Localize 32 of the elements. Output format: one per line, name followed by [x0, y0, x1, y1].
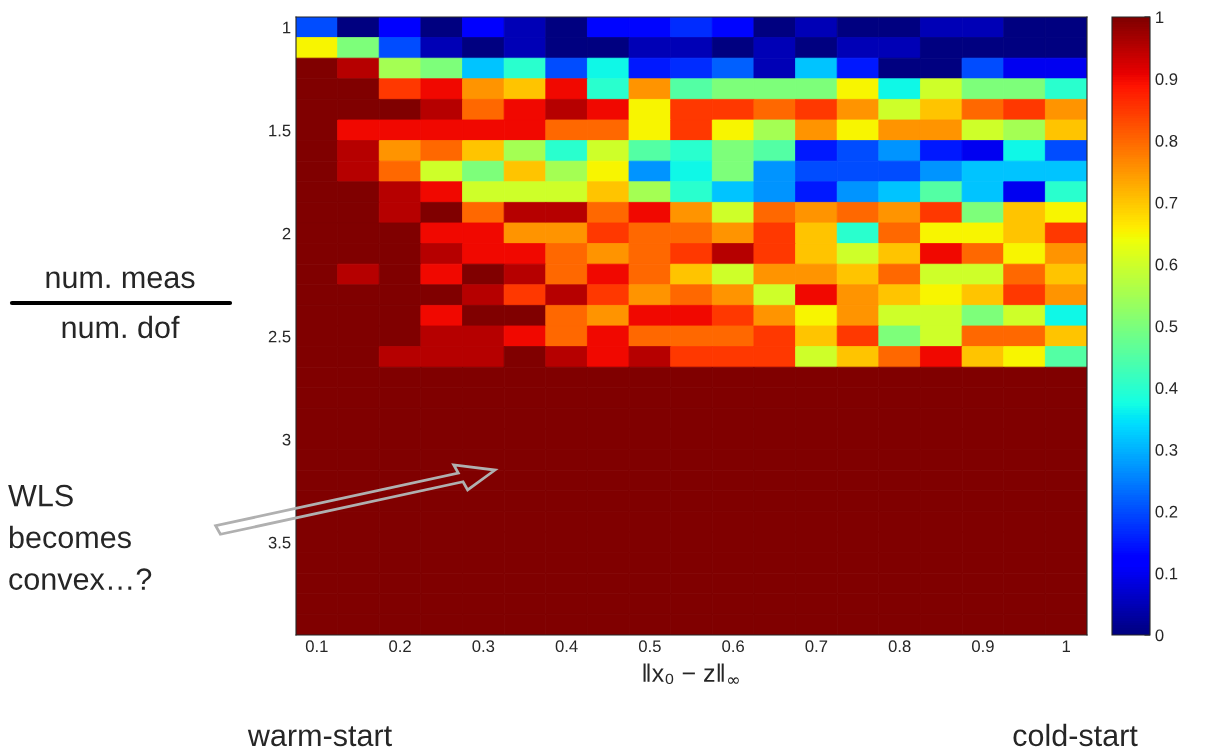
y-tick-label: 3.5 — [268, 536, 291, 549]
x-axis-title: ‖x₀ − z‖$_{∞}$ — [643, 663, 739, 684]
color-bar-label: 0.5 — [1155, 320, 1178, 333]
text: warm-start — [247, 726, 392, 747]
color-bar-label: 1 — [1156, 11, 1164, 24]
color-bar-label: 0.8 — [1155, 135, 1178, 147]
color-bar-label: 0.4 — [1155, 382, 1178, 394]
color-bar-label: 0.3 — [1155, 444, 1178, 456]
x-tick-label: 1 — [1062, 640, 1071, 652]
color-bar-label: 0.1 — [1155, 567, 1178, 580]
x-tick-label: 0.2 — [389, 640, 411, 653]
x-tick-label: 0.7 — [805, 640, 828, 653]
y-tick-label: 2 — [282, 227, 291, 240]
x-tick-label: 0.6 — [722, 640, 744, 653]
y-tick-label: 2.5 — [268, 330, 291, 343]
color-bar-label: 0 — [1155, 629, 1164, 642]
color-bar-label: 0.2 — [1155, 505, 1178, 518]
y-tick-label: 1 — [283, 21, 291, 34]
color-bar-label: 0.9 — [1155, 73, 1178, 85]
y-tick-label: 3 — [282, 433, 291, 446]
y-tick-label: 1.5 — [269, 124, 291, 137]
text: WLS becomes convex…? — [8, 484, 152, 590]
color-bar-label: 0.7 — [1155, 196, 1178, 209]
x-tick-label: 0.8 — [888, 640, 911, 653]
x-tick-label: 0.5 — [638, 640, 661, 653]
x-tick-label: 0.3 — [472, 640, 495, 653]
x-tick-label: 0.1 — [305, 640, 328, 653]
color-bar-label: 0.6 — [1155, 258, 1178, 271]
x-tick-label: 0.9 — [971, 640, 994, 653]
y-axis-title: num. meas num. dof — [46, 271, 195, 339]
text: cold-start — [1013, 723, 1138, 747]
x-tick-label: 0.4 — [555, 640, 578, 653]
